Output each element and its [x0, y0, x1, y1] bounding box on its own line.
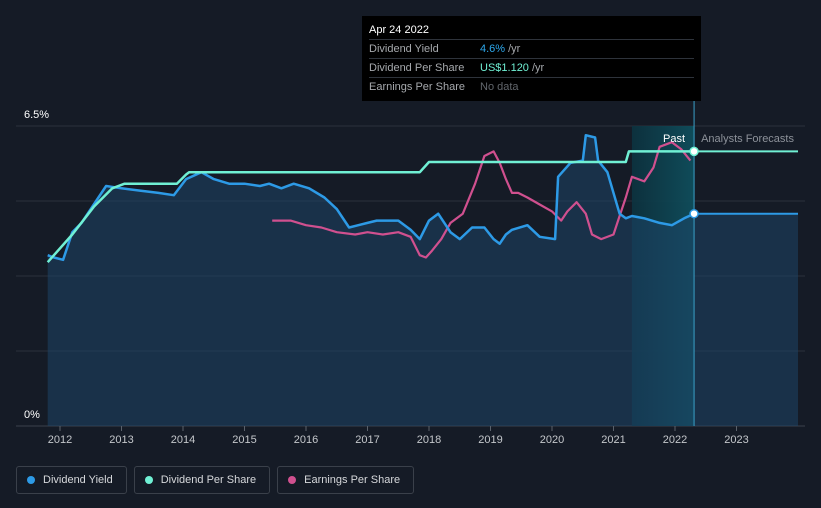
legend-label: Dividend Yield [43, 474, 113, 486]
dividend-yield-marker [689, 208, 699, 219]
x-tick-label: 2016 [294, 434, 318, 446]
dividend-yield-area [47, 135, 798, 426]
dividend-yield-line [47, 133, 695, 262]
y-axis-min-label: 0% [24, 409, 40, 421]
dividend-per-share-marker [689, 146, 699, 157]
x-tick-label: 2018 [417, 434, 441, 446]
x-tick-label: 2021 [601, 434, 625, 446]
tooltip-row-dividend-yield: Dividend Yield 4.6% /yr [369, 39, 694, 58]
tooltip-label: Dividend Yield [369, 43, 439, 55]
x-tick-label: 2022 [663, 434, 687, 446]
hover-tooltip: Apr 24 2022 Dividend Yield 4.6% /yr Divi… [362, 16, 701, 101]
earnings-per-share-line [272, 141, 692, 259]
tooltip-value: No data [480, 81, 519, 93]
tooltip-unit: /yr [508, 43, 521, 55]
tooltip-row-earnings-per-share: Earnings Per Share No data [369, 77, 694, 96]
series-lines [46, 100, 798, 426]
x-tick-label: 2012 [48, 434, 72, 446]
x-tick-label: 2019 [478, 434, 502, 446]
tooltip-date: Apr 24 2022 [369, 24, 429, 36]
forecast-label: Analysts Forecasts [701, 133, 794, 145]
legend-dot-icon [144, 476, 153, 484]
chart-labels: 6.5% 0% Past Analysts Forecasts [24, 109, 794, 421]
tooltip-value: US$1.120 [480, 62, 529, 74]
area-fills [47, 126, 798, 426]
tooltip-row-dividend-per-share: Dividend Per Share US$1.120 /yr [369, 58, 694, 77]
x-tick-label: 2013 [109, 434, 133, 446]
tooltip-label: Earnings Per Share [369, 81, 465, 93]
legend-earnings-per-share[interactable]: Earnings Per Share [277, 466, 415, 494]
past-label: Past [663, 133, 685, 145]
tooltip-label: Dividend Per Share [369, 62, 465, 74]
x-tick-label: 2017 [355, 434, 379, 446]
y-axis-max-label: 6.5% [24, 109, 49, 121]
legend-dot-icon [27, 476, 35, 484]
legend-dividend-per-share[interactable]: Dividend Per Share [133, 466, 271, 494]
x-axis: 2012 2013 2014 2015 2016 2017 2018 2019 2020 2021… [48, 426, 749, 446]
legend-dividend-yield[interactable]: Dividend Yield [16, 466, 127, 494]
x-tick-label: 2014 [171, 434, 195, 446]
x-tick-label: 2023 [724, 434, 748, 446]
legend-dot-icon [288, 476, 297, 484]
tooltip-unit: /yr [531, 62, 545, 74]
legend-label: Earnings Per Share [304, 474, 401, 486]
tooltip-value: 4.6% [480, 43, 506, 55]
legend-label: Dividend Per Share [160, 474, 257, 486]
x-tick-label: 2015 [232, 434, 256, 446]
dividend-per-share-line [46, 150, 695, 264]
x-tick-label: 2020 [540, 434, 564, 446]
chart-legend: Dividend Yield Dividend Per Share Earnin… [16, 466, 415, 494]
